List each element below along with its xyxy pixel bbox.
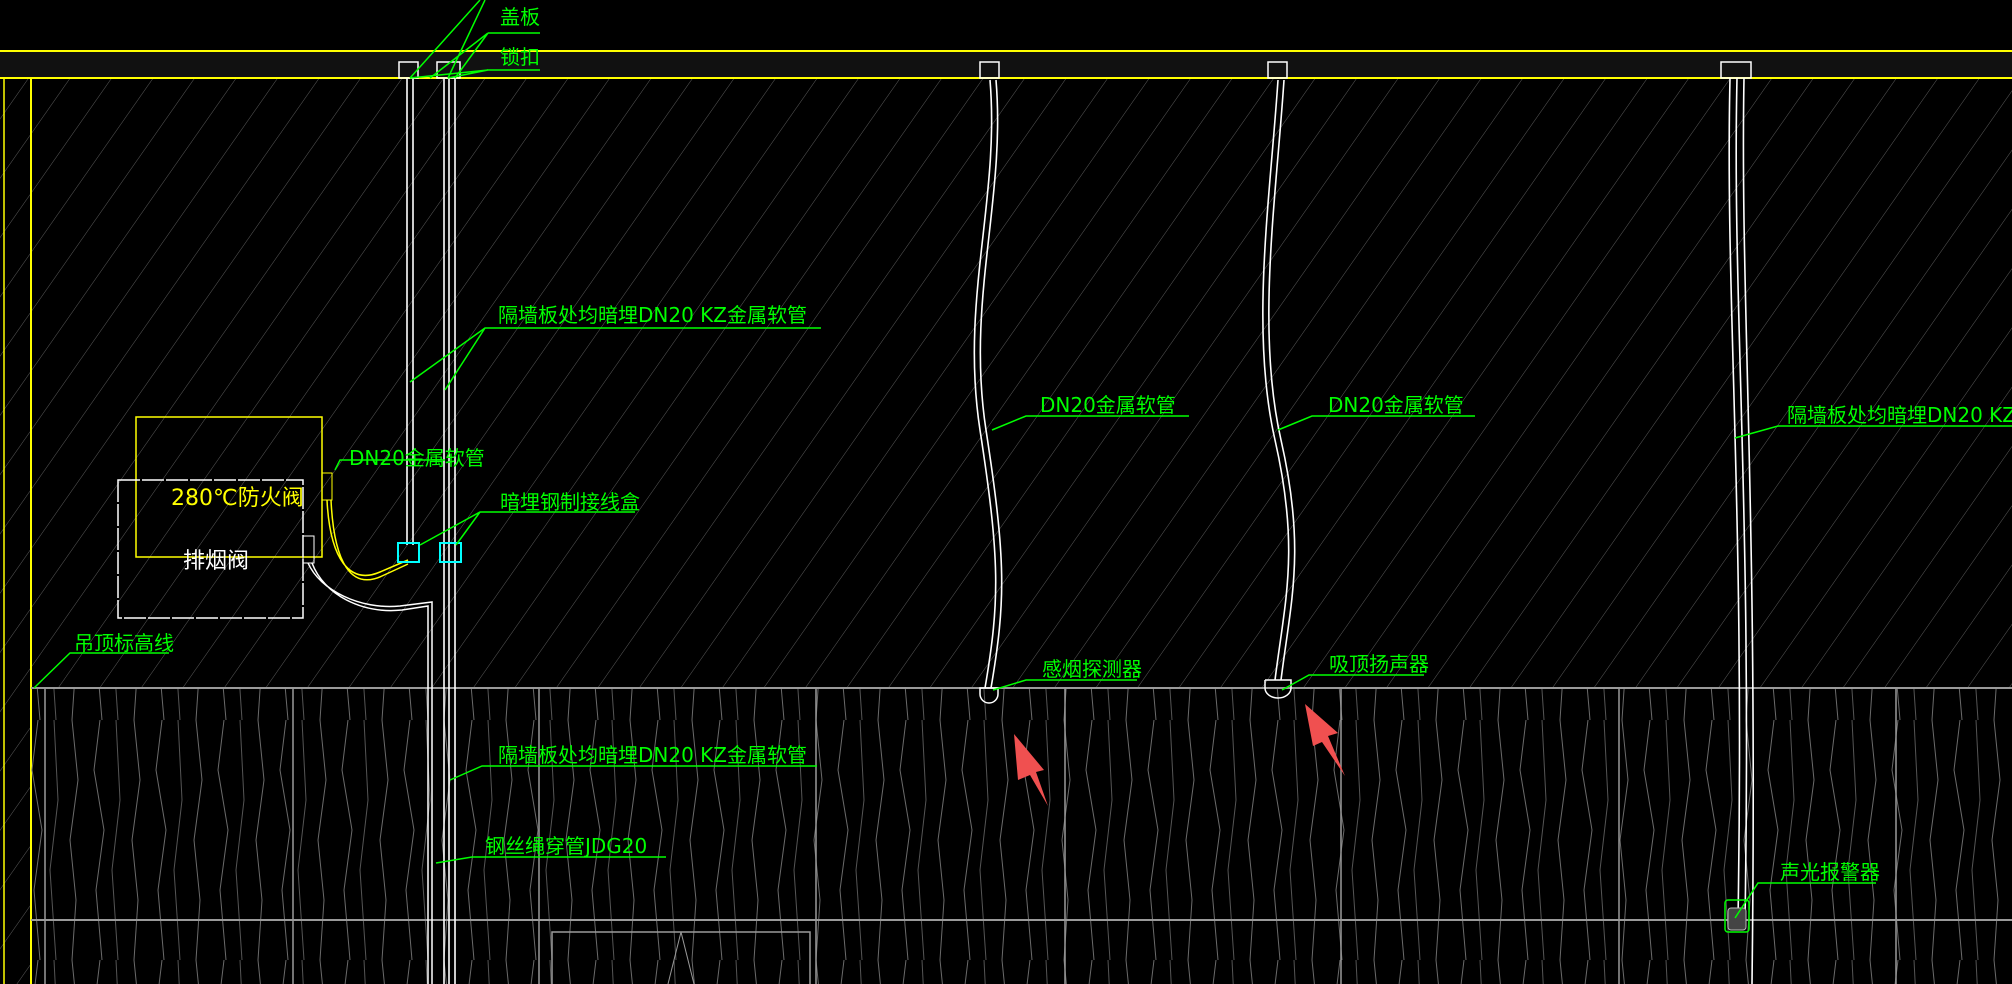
label-dn20-mid1: DN20金属软管: [1040, 393, 1176, 417]
wall-hatch: [31, 78, 2012, 688]
label-smoke-exhaust-valve: 排烟阀: [183, 549, 249, 574]
access-arrow-icon: [667, 931, 695, 984]
label-dn20-mid2: DN20金属软管: [1328, 393, 1464, 417]
sound-light-alarm-icon: [1724, 899, 1750, 933]
label-partition-conduit-right: 隔墙板处均暗埋DN20 KZ金属软: [1787, 403, 2012, 427]
label-lock-buckle: 锁扣: [500, 45, 540, 69]
junction-box-right[interactable]: [439, 542, 462, 563]
label-dn20-left: DN20金属软管: [349, 446, 485, 470]
flex-pipe-speaker: [1262, 79, 1296, 681]
ceiling-panels: [31, 688, 2012, 984]
annotation-arrow-icon: [1305, 704, 1345, 776]
label-partition-conduit-lower: 隔墙板处均暗埋DN20 KZ金属软管: [498, 743, 807, 767]
conduit-left: [406, 78, 414, 545]
ceiling-slab: [0, 51, 2012, 78]
left-wall: [0, 78, 31, 984]
label-fire-damper: 280℃防火阀: [171, 486, 304, 511]
label-partition-conduit-top: 隔墙板处均暗埋DN20 KZ金属软管: [498, 303, 807, 327]
annotation-arrow-icon: [1014, 734, 1048, 806]
yellow-flex-pipe: [326, 499, 409, 581]
junction-box-left[interactable]: [397, 542, 420, 563]
label-smoke-detector: 感烟探测器: [1042, 657, 1142, 681]
smoke-detector-icon: [979, 687, 999, 704]
flex-pipe-right: [1728, 77, 1755, 984]
label-ceiling-level-line: 吊顶标高线: [74, 631, 174, 655]
label-junction-box: 暗埋钢制接线盒: [500, 490, 640, 514]
label-ceiling-speaker: 吸顶扬声器: [1329, 652, 1429, 676]
label-cover-plate: 盖板: [500, 5, 540, 29]
leader-lines: [33, 0, 2012, 919]
label-wire-rope-conduit: 钢丝绳穿管JDG20: [485, 834, 647, 858]
label-sound-light-alarm: 声光报警器: [1780, 860, 1880, 884]
white-flex-pipe: [307, 562, 433, 984]
flex-pipe-smoke-detector: [973, 79, 1003, 689]
panel-joints: [44, 688, 1897, 984]
